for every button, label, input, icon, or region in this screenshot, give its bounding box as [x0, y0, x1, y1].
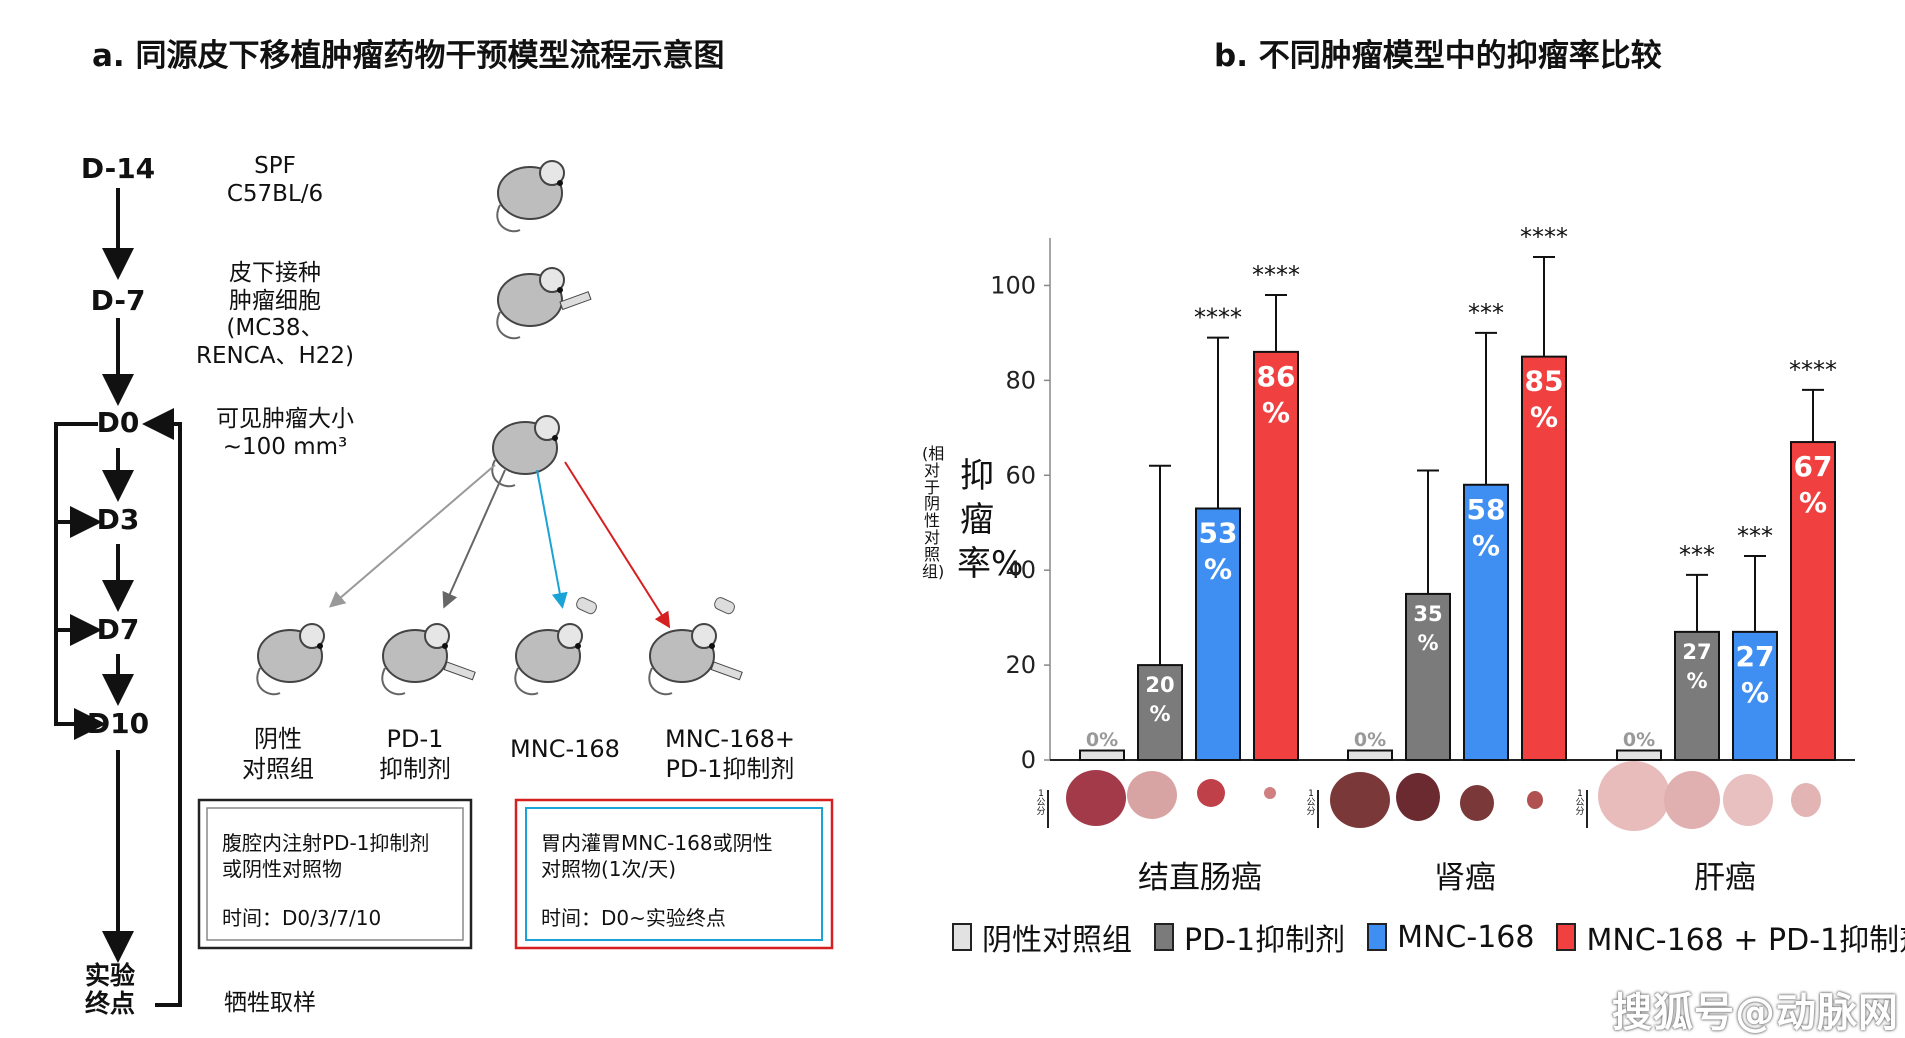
panel-a-flow-graphics	[54, 160, 834, 1007]
data-label: 0%	[1623, 729, 1655, 751]
group-label-negative: 阴性 对照组	[242, 725, 314, 783]
category-label-liver: 肝癌	[1694, 860, 1756, 896]
mouse-tumor-icon	[491, 415, 560, 488]
step-d0-text: 可见肿瘤大小 ~100 mm³	[216, 406, 354, 460]
legend-item-mnc168: MNC-168	[1367, 915, 1534, 959]
legend-swatch	[1367, 923, 1388, 951]
endpoint-label: 实验 终点	[84, 961, 135, 1018]
legend-item-negative: 阴性对照组	[952, 915, 1132, 959]
box2-time: 时间：D0~实验终点	[541, 906, 726, 930]
y-tick-label: 60	[1005, 461, 1036, 489]
y-tick-label: 40	[1005, 556, 1036, 584]
legend-label: MNC-168	[1397, 919, 1535, 955]
bar	[1732, 630, 1778, 762]
bar	[1079, 749, 1125, 762]
significance-label: ****	[1194, 304, 1242, 332]
bar	[1521, 355, 1567, 761]
legend-label: 阴性对照组	[982, 923, 1132, 958]
data-label: 86%	[1257, 360, 1296, 429]
data-label: 58%	[1467, 493, 1506, 562]
data-label: 27%	[1682, 640, 1711, 693]
panel-a-title: a. 同源皮下移植肿瘤药物干预模型流程示意图	[92, 38, 725, 74]
day-label-d10: D10	[86, 707, 150, 740]
legend-swatch	[1154, 923, 1174, 951]
y-axis-sublabel: (相对于阴性对照组)	[922, 444, 945, 581]
legend-item-pd1: PD-1抑制剂	[1154, 915, 1345, 959]
y-tick-label: 100	[990, 271, 1036, 299]
step-d14-text: SPF C57BL/6	[226, 153, 324, 207]
day-label-d0: D0	[96, 406, 140, 439]
significance-label: ****	[1252, 261, 1300, 289]
y-tick-label: 0	[1021, 746, 1036, 774]
tumor-photo-liver	[1598, 761, 1821, 831]
mouse-injection-icon	[496, 267, 592, 340]
data-label: 67%	[1794, 450, 1833, 519]
category-label-colorectal: 结直肠癌	[1138, 860, 1262, 896]
legend: 阴性对照组 PD-1抑制剂 MNC-168 MNC-168 + PD-1抑制剂	[952, 915, 1905, 959]
group-label-mnc168: MNC-168	[510, 735, 620, 763]
tumor-photo-kidney	[1330, 772, 1543, 828]
mouse-pd1-icon	[381, 623, 476, 696]
significance-label: ***	[1679, 541, 1715, 569]
data-label: 27%	[1736, 640, 1775, 709]
legend-item-combo: MNC-168 + PD-1抑制剂	[1556, 915, 1905, 959]
box1-time: 时间：D0/3/7/10	[222, 906, 382, 930]
step-d7-text: 皮下接种 肿瘤细胞 (MC38、 RENCA、H22)	[195, 260, 355, 369]
bar	[1347, 749, 1393, 762]
data-label: 53%	[1199, 516, 1238, 585]
legend-label: PD-1抑制剂	[1184, 923, 1346, 958]
category-label-kidney: 肾癌	[1434, 860, 1496, 896]
panel-b-title: b. 不同肿瘤模型中的抑瘤率比较	[1214, 38, 1662, 74]
step-end-text: 牺牲取样	[224, 990, 316, 1016]
mouse-mnc168-icon	[514, 597, 597, 696]
mouse-combo-icon	[648, 597, 743, 696]
scale-label-1: 1 公 分	[1036, 789, 1046, 817]
day-label-d-14: D-14	[80, 152, 156, 185]
significance-label: ****	[1789, 356, 1837, 384]
bar	[1253, 350, 1299, 761]
significance-label: ***	[1737, 522, 1773, 550]
data-label: 0%	[1354, 729, 1386, 751]
bar	[1405, 592, 1451, 762]
day-label-d-7: D-7	[90, 284, 146, 317]
significance-label: ***	[1468, 299, 1504, 327]
day-label-d3: D3	[96, 503, 140, 536]
data-label: 85%	[1525, 365, 1564, 434]
scale-label-3: 1 公 分	[1575, 789, 1585, 817]
group-label-combo: MNC-168+ PD-1抑制剂	[665, 725, 795, 783]
mouse-icon	[496, 160, 565, 233]
legend-label: MNC-168 + PD-1抑制剂	[1586, 923, 1905, 958]
y-tick-label: 20	[1005, 651, 1036, 679]
legend-swatch	[1556, 923, 1577, 951]
tumor-photo-colorectal	[1066, 770, 1276, 826]
y-tick-label: 80	[1005, 366, 1036, 394]
box2-text: 胃内灌胃MNC-168或阴性 对照物(1次/天)	[541, 831, 773, 881]
significance-label: ****	[1520, 223, 1568, 251]
group-label-pd1: PD-1 抑制剂	[379, 725, 451, 783]
watermark: 搜狐号@动脉网	[1612, 990, 1899, 1036]
scale-label-2: 1 公 分	[1306, 789, 1316, 817]
day-label-d7: D7	[96, 613, 140, 646]
bar	[1616, 749, 1662, 762]
bar	[1674, 630, 1720, 762]
bar	[1137, 664, 1183, 761]
legend-swatch	[952, 923, 972, 951]
data-label: 0%	[1086, 729, 1118, 751]
data-label: 35%	[1413, 602, 1442, 655]
box1-text: 腹腔内注射PD-1抑制剂 或阴性对照物	[222, 831, 430, 881]
data-label: 20%	[1145, 673, 1174, 726]
mouse-negative-icon	[256, 623, 325, 696]
